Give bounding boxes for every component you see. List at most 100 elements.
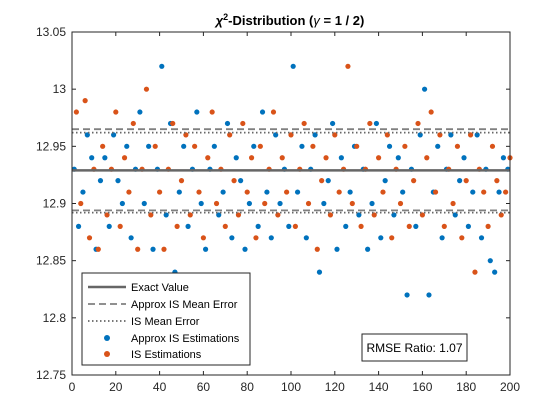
y-tick-label: 12.8	[43, 311, 67, 325]
approx-is-point	[299, 143, 305, 149]
approx-is-point	[150, 246, 156, 252]
approx-is-point	[400, 189, 406, 195]
is-point	[459, 235, 465, 241]
approx-is-point	[356, 212, 362, 218]
approx-is-point	[97, 178, 104, 184]
approx-is-point	[119, 200, 125, 207]
is-point	[301, 120, 307, 127]
approx-is-point	[137, 109, 143, 115]
x-tick-label: 20	[109, 380, 123, 394]
is-point	[310, 143, 316, 149]
is-point	[157, 189, 163, 195]
y-tick-label: 12.9	[43, 197, 67, 211]
y-tick-label: 12.85	[36, 254, 66, 268]
is-point	[503, 189, 509, 195]
is-point	[437, 132, 443, 138]
is-point	[244, 189, 250, 195]
is-point	[95, 246, 101, 252]
is-point	[178, 178, 185, 184]
is-point	[183, 132, 189, 138]
x-tick-label: 80	[241, 380, 255, 394]
approx-is-point	[303, 235, 309, 241]
y-tick-label: 12.75	[36, 368, 66, 382]
is-point	[104, 212, 110, 218]
legend-box	[81, 272, 251, 366]
is-point	[415, 120, 421, 127]
approx-is-point	[264, 189, 270, 195]
approx-is-point	[220, 189, 226, 195]
y-tick-label: 12.95	[36, 139, 66, 153]
approx-is-point	[492, 269, 498, 275]
is-point	[279, 155, 285, 161]
x-tick-label: 120	[325, 380, 345, 394]
is-point	[235, 212, 242, 218]
approx-is-point	[334, 246, 340, 252]
is-point	[262, 200, 268, 207]
is-point	[192, 143, 198, 149]
approx-is-point	[111, 132, 117, 138]
is-point	[86, 235, 93, 241]
is-point	[498, 212, 504, 218]
is-point	[314, 246, 320, 252]
approx-is-point	[347, 189, 353, 195]
x-tick-label: 200	[500, 380, 520, 394]
x-tick-label: 140	[369, 380, 389, 394]
approx-is-point	[452, 212, 458, 218]
approx-is-point	[457, 178, 463, 184]
is-point	[113, 109, 119, 115]
is-point	[275, 212, 281, 218]
approx-is-point	[259, 109, 266, 115]
approx-is-point	[75, 223, 82, 229]
is-point	[389, 235, 395, 241]
approx-is-point	[395, 155, 401, 161]
is-point	[380, 189, 386, 195]
is-point	[411, 178, 417, 184]
is-point	[432, 189, 439, 195]
x-tick-label: 180	[456, 380, 476, 394]
approx-is-point	[115, 178, 121, 184]
approx-is-point	[80, 189, 86, 195]
is-point	[472, 269, 478, 275]
approx-is-point	[141, 200, 147, 207]
is-point	[354, 143, 360, 149]
is-point	[345, 63, 351, 69]
approx-is-point	[277, 200, 283, 207]
legend-approx-is-swatch	[104, 335, 110, 341]
x-tick-label: 0	[69, 380, 76, 394]
approx-is-point	[102, 155, 108, 161]
is-point	[397, 200, 404, 207]
legend-exact-label: Exact Value	[131, 282, 189, 294]
approx-is-point	[465, 223, 471, 229]
is-point	[485, 223, 491, 229]
approx-is-point	[163, 212, 169, 218]
approx-is-point	[500, 155, 507, 161]
legend-approx-mean-label: Approx IS Mean Error	[131, 299, 238, 311]
approx-is-point	[294, 189, 301, 195]
is-point	[305, 200, 312, 207]
y-tick-label: 13.05	[36, 25, 66, 39]
legend-is-mean-label: IS Mean Error	[131, 316, 200, 328]
legend-approx-is-label: Approx IS Estimations	[131, 333, 240, 345]
approx-is-point	[224, 120, 231, 127]
is-point	[402, 143, 408, 149]
is-point	[288, 132, 294, 138]
approx-is-point	[233, 155, 239, 161]
is-point	[467, 132, 474, 138]
is-point	[319, 178, 325, 184]
is-point	[100, 143, 106, 149]
approx-is-point	[421, 86, 428, 92]
approx-is-point	[268, 235, 274, 241]
is-point	[257, 143, 263, 149]
is-point	[126, 189, 132, 195]
is-point	[424, 155, 430, 161]
is-point	[441, 223, 447, 229]
is-point	[130, 120, 136, 127]
is-point	[323, 155, 329, 161]
is-point	[419, 212, 425, 218]
rmse-annotation: RMSE Ratio: 1.07	[361, 333, 468, 362]
is-point	[121, 155, 128, 161]
approx-is-point	[487, 258, 493, 264]
is-point	[336, 189, 342, 195]
approx-is-point	[496, 189, 502, 195]
chart-title: χ2-Distribution (γ = 1 / 2)	[214, 12, 365, 28]
